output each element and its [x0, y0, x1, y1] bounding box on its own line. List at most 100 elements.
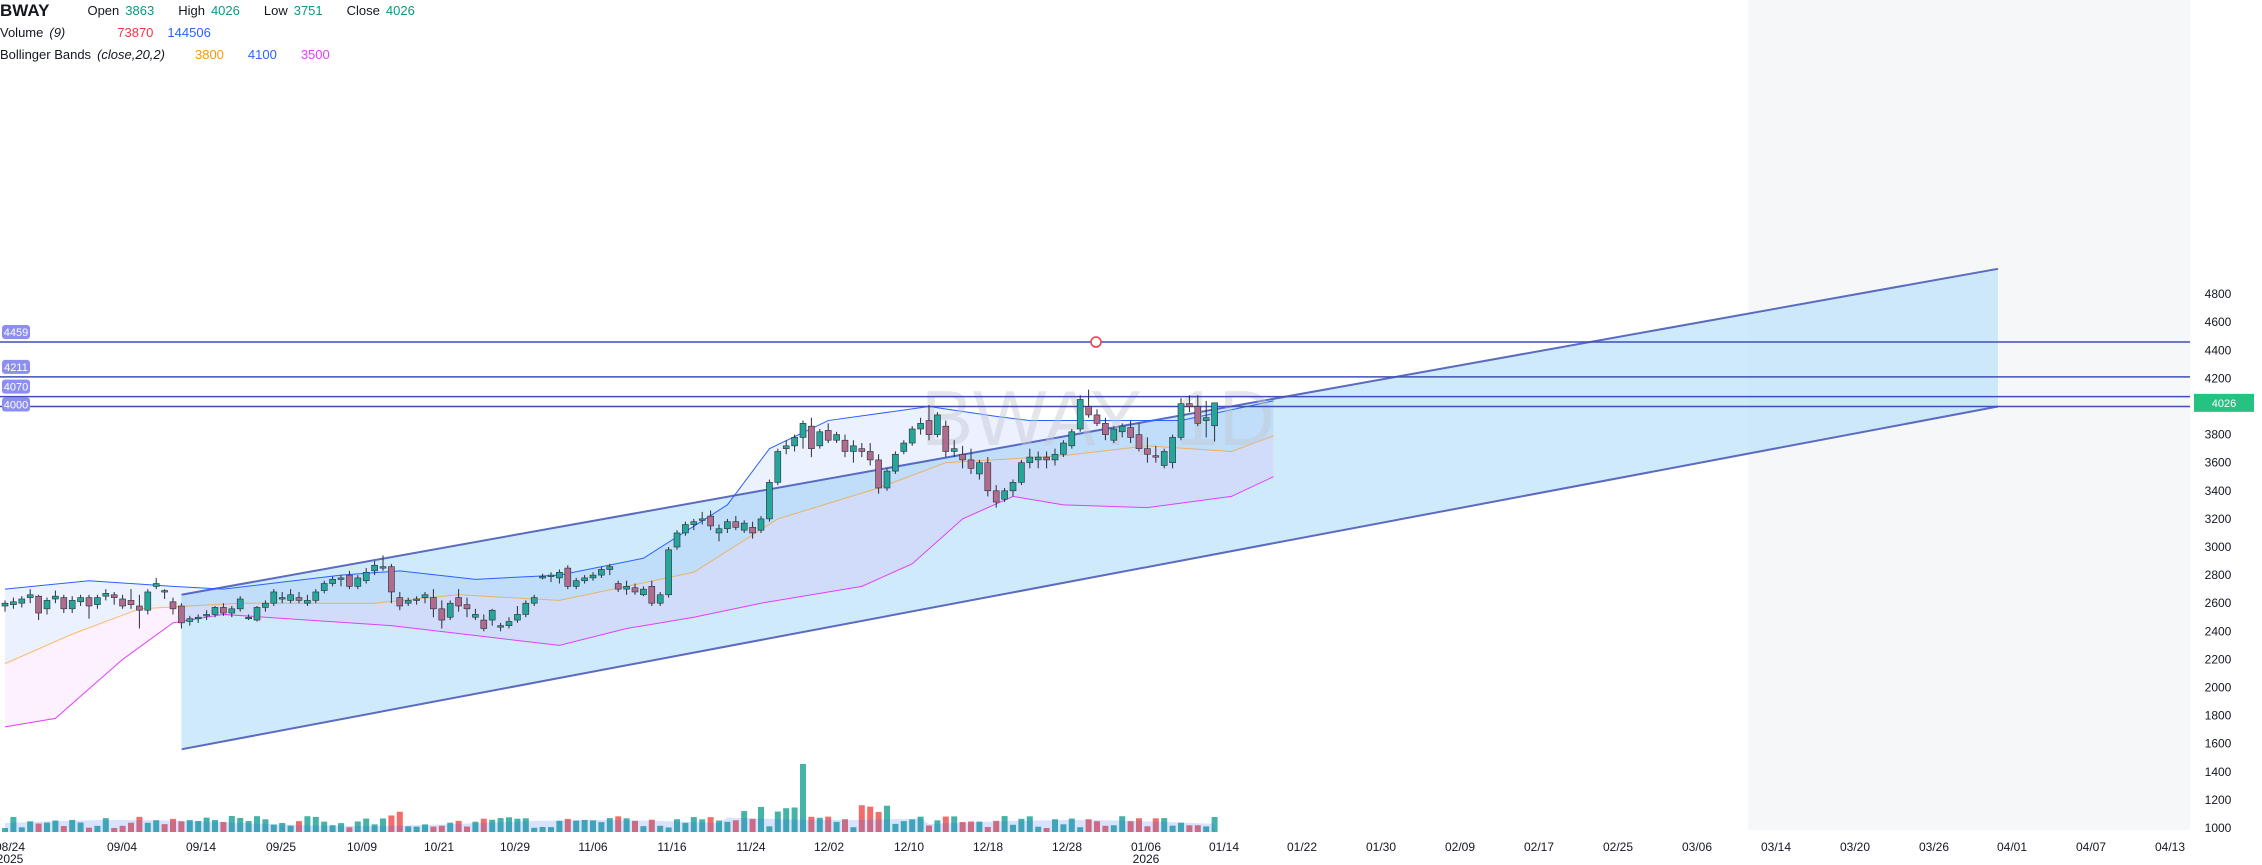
volume-bar — [732, 820, 739, 832]
candle — [505, 617, 513, 629]
volume-bar — [102, 818, 109, 832]
volume-row[interactable]: Volume (9) 73870 144506 — [0, 22, 439, 44]
horizontal-lines[interactable] — [0, 336, 2190, 408]
candle — [68, 596, 76, 614]
candle — [413, 596, 420, 605]
candle — [1202, 400, 1210, 438]
candle — [127, 589, 135, 609]
volume-bar — [833, 821, 840, 832]
candle — [824, 423, 832, 444]
candle — [782, 440, 790, 455]
price-line-tag[interactable]: 4211 — [2, 359, 30, 374]
low-value: 3751 — [293, 3, 323, 18]
candle — [371, 561, 378, 576]
price-line-tag[interactable]: 4000 — [2, 397, 30, 412]
candle — [253, 606, 261, 622]
candle — [94, 594, 101, 609]
regression-channel[interactable] — [180, 267, 1999, 751]
candle — [774, 448, 782, 486]
candle — [900, 440, 908, 455]
candle — [757, 516, 765, 533]
candle — [942, 420, 950, 458]
volume-bar — [1194, 825, 1201, 832]
candle — [976, 459, 983, 480]
candle — [220, 603, 227, 616]
price-tick-label: 4400 — [2205, 343, 2232, 357]
candle — [270, 589, 278, 607]
candle — [1009, 479, 1017, 497]
line-anchor-handle[interactable] — [1090, 336, 1102, 348]
volume-bar — [1102, 825, 1109, 832]
volume-bar — [329, 825, 336, 832]
volume-bar — [951, 816, 958, 832]
bollinger-lower-fill — [5, 436, 1274, 727]
candle — [430, 589, 437, 618]
time-tick-label: 02/17 — [1524, 840, 1554, 854]
price-line-tag[interactable]: 4070 — [2, 379, 30, 394]
candle — [648, 580, 656, 607]
volume-bar — [119, 825, 126, 832]
volume-bar — [380, 818, 386, 832]
bollinger-row[interactable]: Bollinger Bands (close,20,2) 3800 4100 3… — [0, 44, 439, 66]
volume-bar — [598, 822, 605, 832]
open-value: 3863 — [125, 3, 155, 18]
volume-param: (9) — [49, 25, 66, 40]
bollinger-upper-line — [4, 400, 1274, 590]
time-tick-label: 10/09 — [347, 840, 377, 854]
candle — [707, 510, 714, 531]
price-line-tag[interactable]: 4459 — [2, 325, 30, 340]
candle — [1127, 420, 1134, 444]
candle — [816, 428, 824, 449]
volume-bar — [976, 821, 983, 832]
volume-bar — [800, 764, 806, 832]
time-tick-label: 01/22 — [1287, 840, 1317, 854]
candle — [446, 600, 454, 621]
volume-bar — [581, 819, 588, 832]
volume-bar — [968, 821, 974, 832]
candle — [1001, 487, 1008, 503]
symbol[interactable]: BWAY — [0, 1, 50, 20]
volume-bars — [2, 764, 1218, 832]
time-axis[interactable]: 08/24 09/04 09/14 09/25 10/09 10/21 10/29 11/06… — [0, 840, 2185, 865]
time-tick-label: 04/01 — [1997, 840, 2027, 854]
candle — [640, 586, 647, 597]
volume-bar — [237, 817, 244, 832]
volume-bar — [228, 816, 235, 832]
volume-bar — [430, 826, 437, 832]
volume-bar — [522, 818, 529, 832]
volume-bar — [161, 824, 168, 832]
price-tick-label: 1800 — [2205, 709, 2232, 723]
volume-bar — [405, 826, 412, 832]
time-tick-label: 02/25 — [1603, 840, 1633, 854]
bollinger-basis-value: 3800 — [194, 47, 224, 62]
candle — [203, 610, 210, 621]
volume-bar — [884, 805, 890, 832]
volume-bar — [321, 821, 328, 832]
candle — [136, 594, 143, 629]
bollinger-upper-value: 4100 — [247, 47, 277, 62]
price-tick-label: 1600 — [2205, 737, 2232, 751]
candle — [354, 575, 362, 590]
volume-bar — [1152, 818, 1159, 832]
volume-bar — [111, 827, 118, 832]
volume-bar — [497, 818, 504, 832]
channel-upper-line[interactable] — [181, 267, 1999, 596]
candle — [236, 596, 244, 612]
time-tick-label: 11/16 — [657, 840, 686, 854]
candle — [908, 426, 916, 446]
candle — [875, 454, 882, 494]
volume-bar — [438, 825, 445, 832]
volume-bar — [1119, 816, 1126, 832]
candle — [724, 518, 731, 533]
candle — [362, 568, 370, 584]
volume-bar — [606, 818, 613, 832]
price-axis[interactable]: 4800460044004200400038003600340032003000… — [2205, 287, 2232, 835]
candle — [740, 520, 748, 533]
candle — [102, 589, 110, 601]
volume-bar — [984, 826, 991, 832]
volume-bar — [220, 821, 227, 832]
channel-lower-line[interactable] — [181, 405, 1999, 751]
high-label: High — [178, 3, 205, 18]
bollinger-label: Bollinger Bands — [0, 47, 92, 62]
